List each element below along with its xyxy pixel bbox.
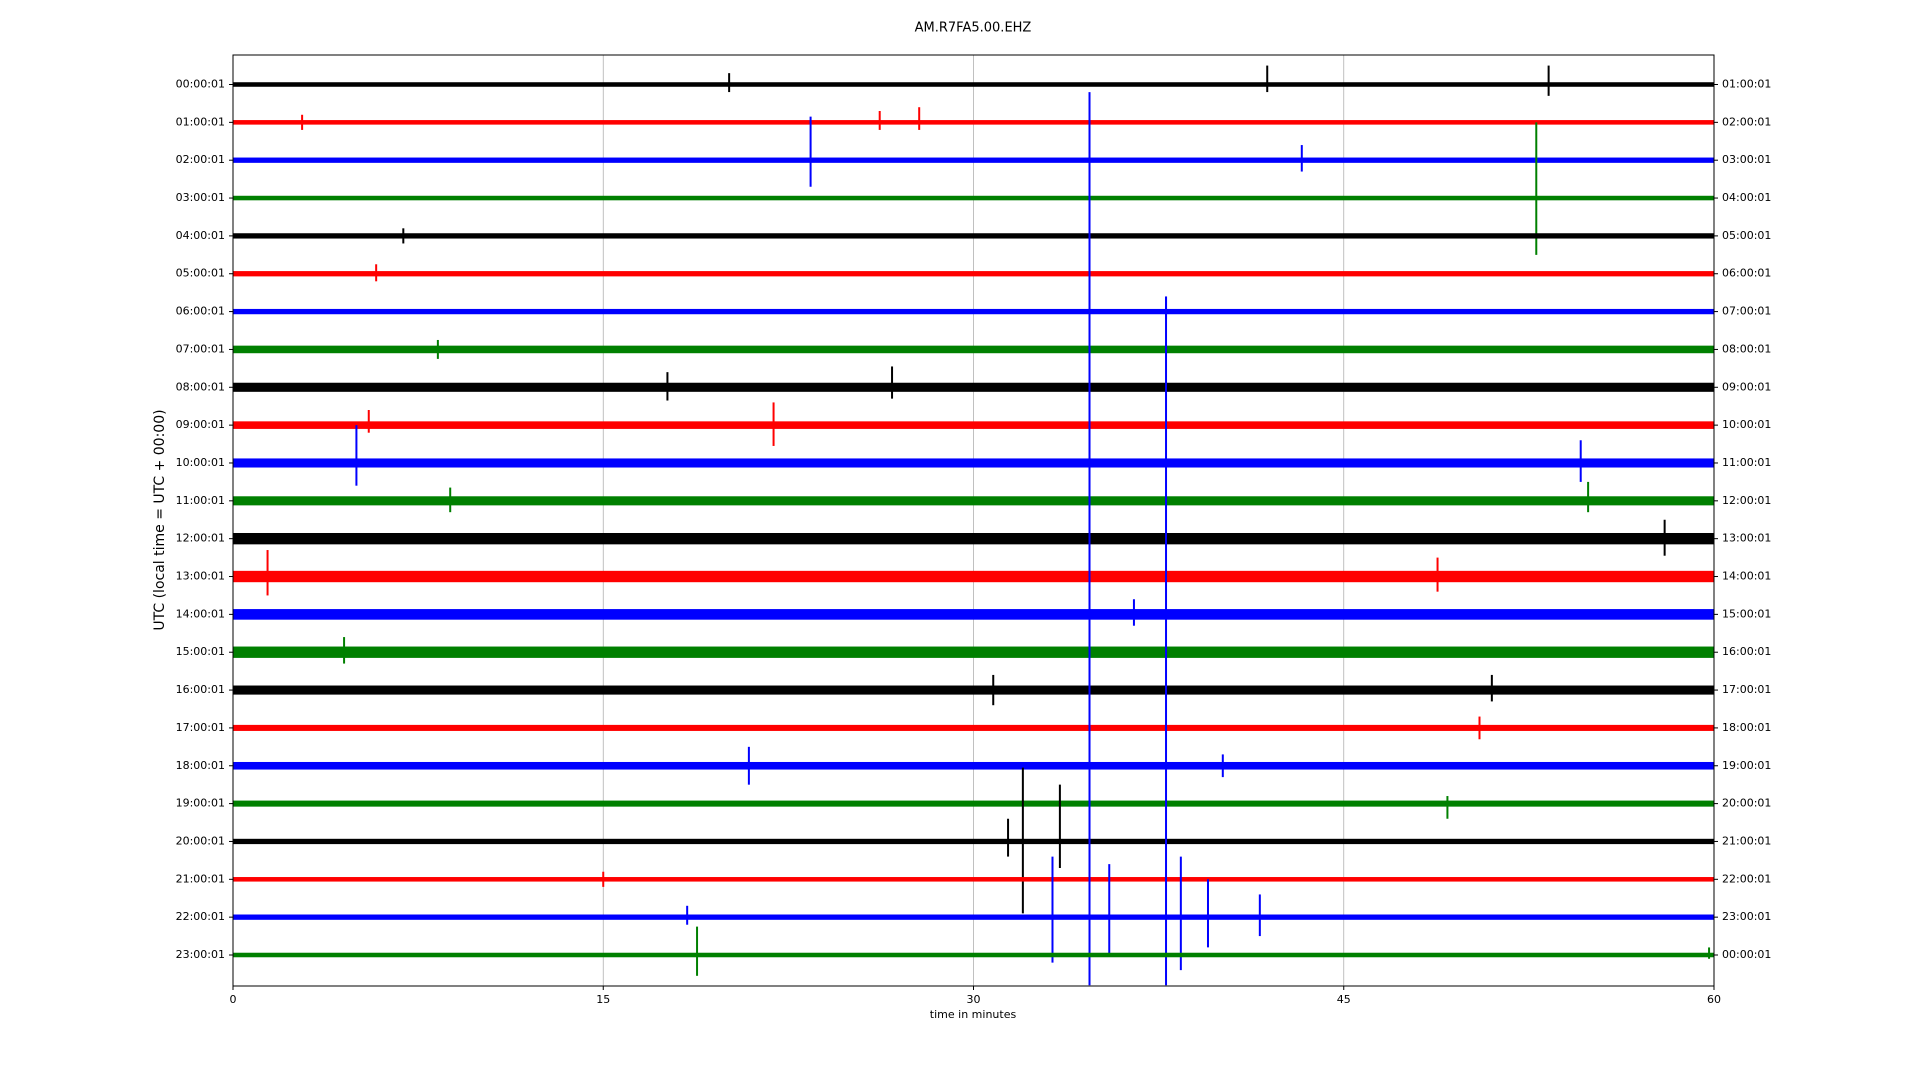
row-label: 21:00:01 xyxy=(176,872,225,885)
row-right-label: 03:00:01 xyxy=(1722,153,1771,166)
chart-title: AM.R7FA5.00.EHZ xyxy=(915,21,1032,36)
row-label: 10:00:01 xyxy=(176,456,225,469)
trace-noise xyxy=(233,952,1714,958)
row-right-label: 19:00:01 xyxy=(1722,759,1771,772)
row-label: 14:00:01 xyxy=(176,607,225,620)
row-label: 09:00:01 xyxy=(176,418,225,431)
trace-noise xyxy=(233,382,1714,392)
row-right-label: 08:00:01 xyxy=(1722,342,1771,355)
row-label: 19:00:01 xyxy=(176,797,225,810)
row-label: 03:00:01 xyxy=(176,191,225,204)
trace-noise xyxy=(233,532,1714,545)
row-right-label: 05:00:01 xyxy=(1722,229,1771,242)
row-label: 16:00:01 xyxy=(176,683,225,696)
trace-noise xyxy=(233,685,1714,695)
trace-noise xyxy=(233,724,1714,731)
trace-noise xyxy=(233,877,1714,882)
row-right-label: 11:00:01 xyxy=(1722,456,1771,469)
row-label: 01:00:01 xyxy=(176,115,225,128)
trace-noise xyxy=(233,195,1714,201)
row-label: 00:00:01 xyxy=(176,78,225,91)
row-right-label: 09:00:01 xyxy=(1722,380,1771,393)
row-label: 23:00:01 xyxy=(176,948,225,961)
row-right-label: 17:00:01 xyxy=(1722,683,1771,696)
row-label: 12:00:01 xyxy=(176,532,225,545)
trace-noise xyxy=(233,82,1714,87)
row-label: 04:00:01 xyxy=(176,229,225,242)
row-right-label: 10:00:01 xyxy=(1722,418,1771,431)
trace-noise xyxy=(233,345,1714,354)
y-axis-label: UTC (local time = UTC + 00:00) xyxy=(152,409,168,630)
trace-noise xyxy=(233,838,1714,845)
x-axis-label: time in minutes xyxy=(930,1008,1017,1021)
row-right-label: 21:00:01 xyxy=(1722,834,1771,847)
trace-noise xyxy=(233,496,1714,506)
trace-noise xyxy=(233,233,1714,239)
x-tick-label: 15 xyxy=(596,993,610,1006)
trace-noise xyxy=(233,458,1714,468)
row-label: 22:00:01 xyxy=(176,910,225,923)
row-right-label: 22:00:01 xyxy=(1722,872,1771,885)
x-tick-label: 30 xyxy=(967,993,981,1006)
row-right-label: 04:00:01 xyxy=(1722,191,1771,204)
row-label: 02:00:01 xyxy=(176,153,225,166)
traces xyxy=(233,65,1714,986)
trace-noise xyxy=(233,646,1714,658)
row-label: 15:00:01 xyxy=(176,645,225,658)
row-right-label: 02:00:01 xyxy=(1722,115,1771,128)
row-right-label: 16:00:01 xyxy=(1722,645,1771,658)
row-label: 07:00:01 xyxy=(176,342,225,355)
row-right-label: 12:00:01 xyxy=(1722,494,1771,507)
row-label: 17:00:01 xyxy=(176,721,225,734)
trace-noise xyxy=(233,800,1714,807)
trace-noise xyxy=(233,120,1714,125)
row-right-label: 23:00:01 xyxy=(1722,910,1771,923)
grid xyxy=(232,55,1715,986)
trace-noise xyxy=(233,421,1714,429)
row-label: 05:00:01 xyxy=(176,267,225,280)
trace-noise xyxy=(233,761,1714,770)
trace-noise xyxy=(233,570,1714,583)
row-label: 13:00:01 xyxy=(176,570,225,583)
row-label: 06:00:01 xyxy=(176,305,225,318)
x-tick-label: 45 xyxy=(1337,993,1351,1006)
trace-noise xyxy=(233,271,1714,277)
trace-noise xyxy=(233,914,1714,920)
row-right-label: 14:00:01 xyxy=(1722,570,1771,583)
row-right-label: 01:00:01 xyxy=(1722,78,1771,91)
row-right-label: 06:00:01 xyxy=(1722,267,1771,280)
row-label: 18:00:01 xyxy=(176,759,225,772)
row-right-label: 15:00:01 xyxy=(1722,607,1771,620)
row-right-label: 13:00:01 xyxy=(1722,532,1771,545)
x-tick-label: 60 xyxy=(1707,993,1721,1006)
row-label: 08:00:01 xyxy=(176,380,225,393)
row-right-label: 00:00:01 xyxy=(1722,948,1771,961)
row-label: 11:00:01 xyxy=(176,494,225,507)
trace-noise xyxy=(233,609,1714,620)
x-tick-label: 0 xyxy=(230,993,237,1006)
row-right-label: 07:00:01 xyxy=(1722,305,1771,318)
trace-noise xyxy=(233,308,1714,315)
row-right-label: 20:00:01 xyxy=(1722,797,1771,810)
row-label: 20:00:01 xyxy=(176,834,225,847)
trace-noise xyxy=(233,157,1714,163)
row-right-label: 18:00:01 xyxy=(1722,721,1771,734)
